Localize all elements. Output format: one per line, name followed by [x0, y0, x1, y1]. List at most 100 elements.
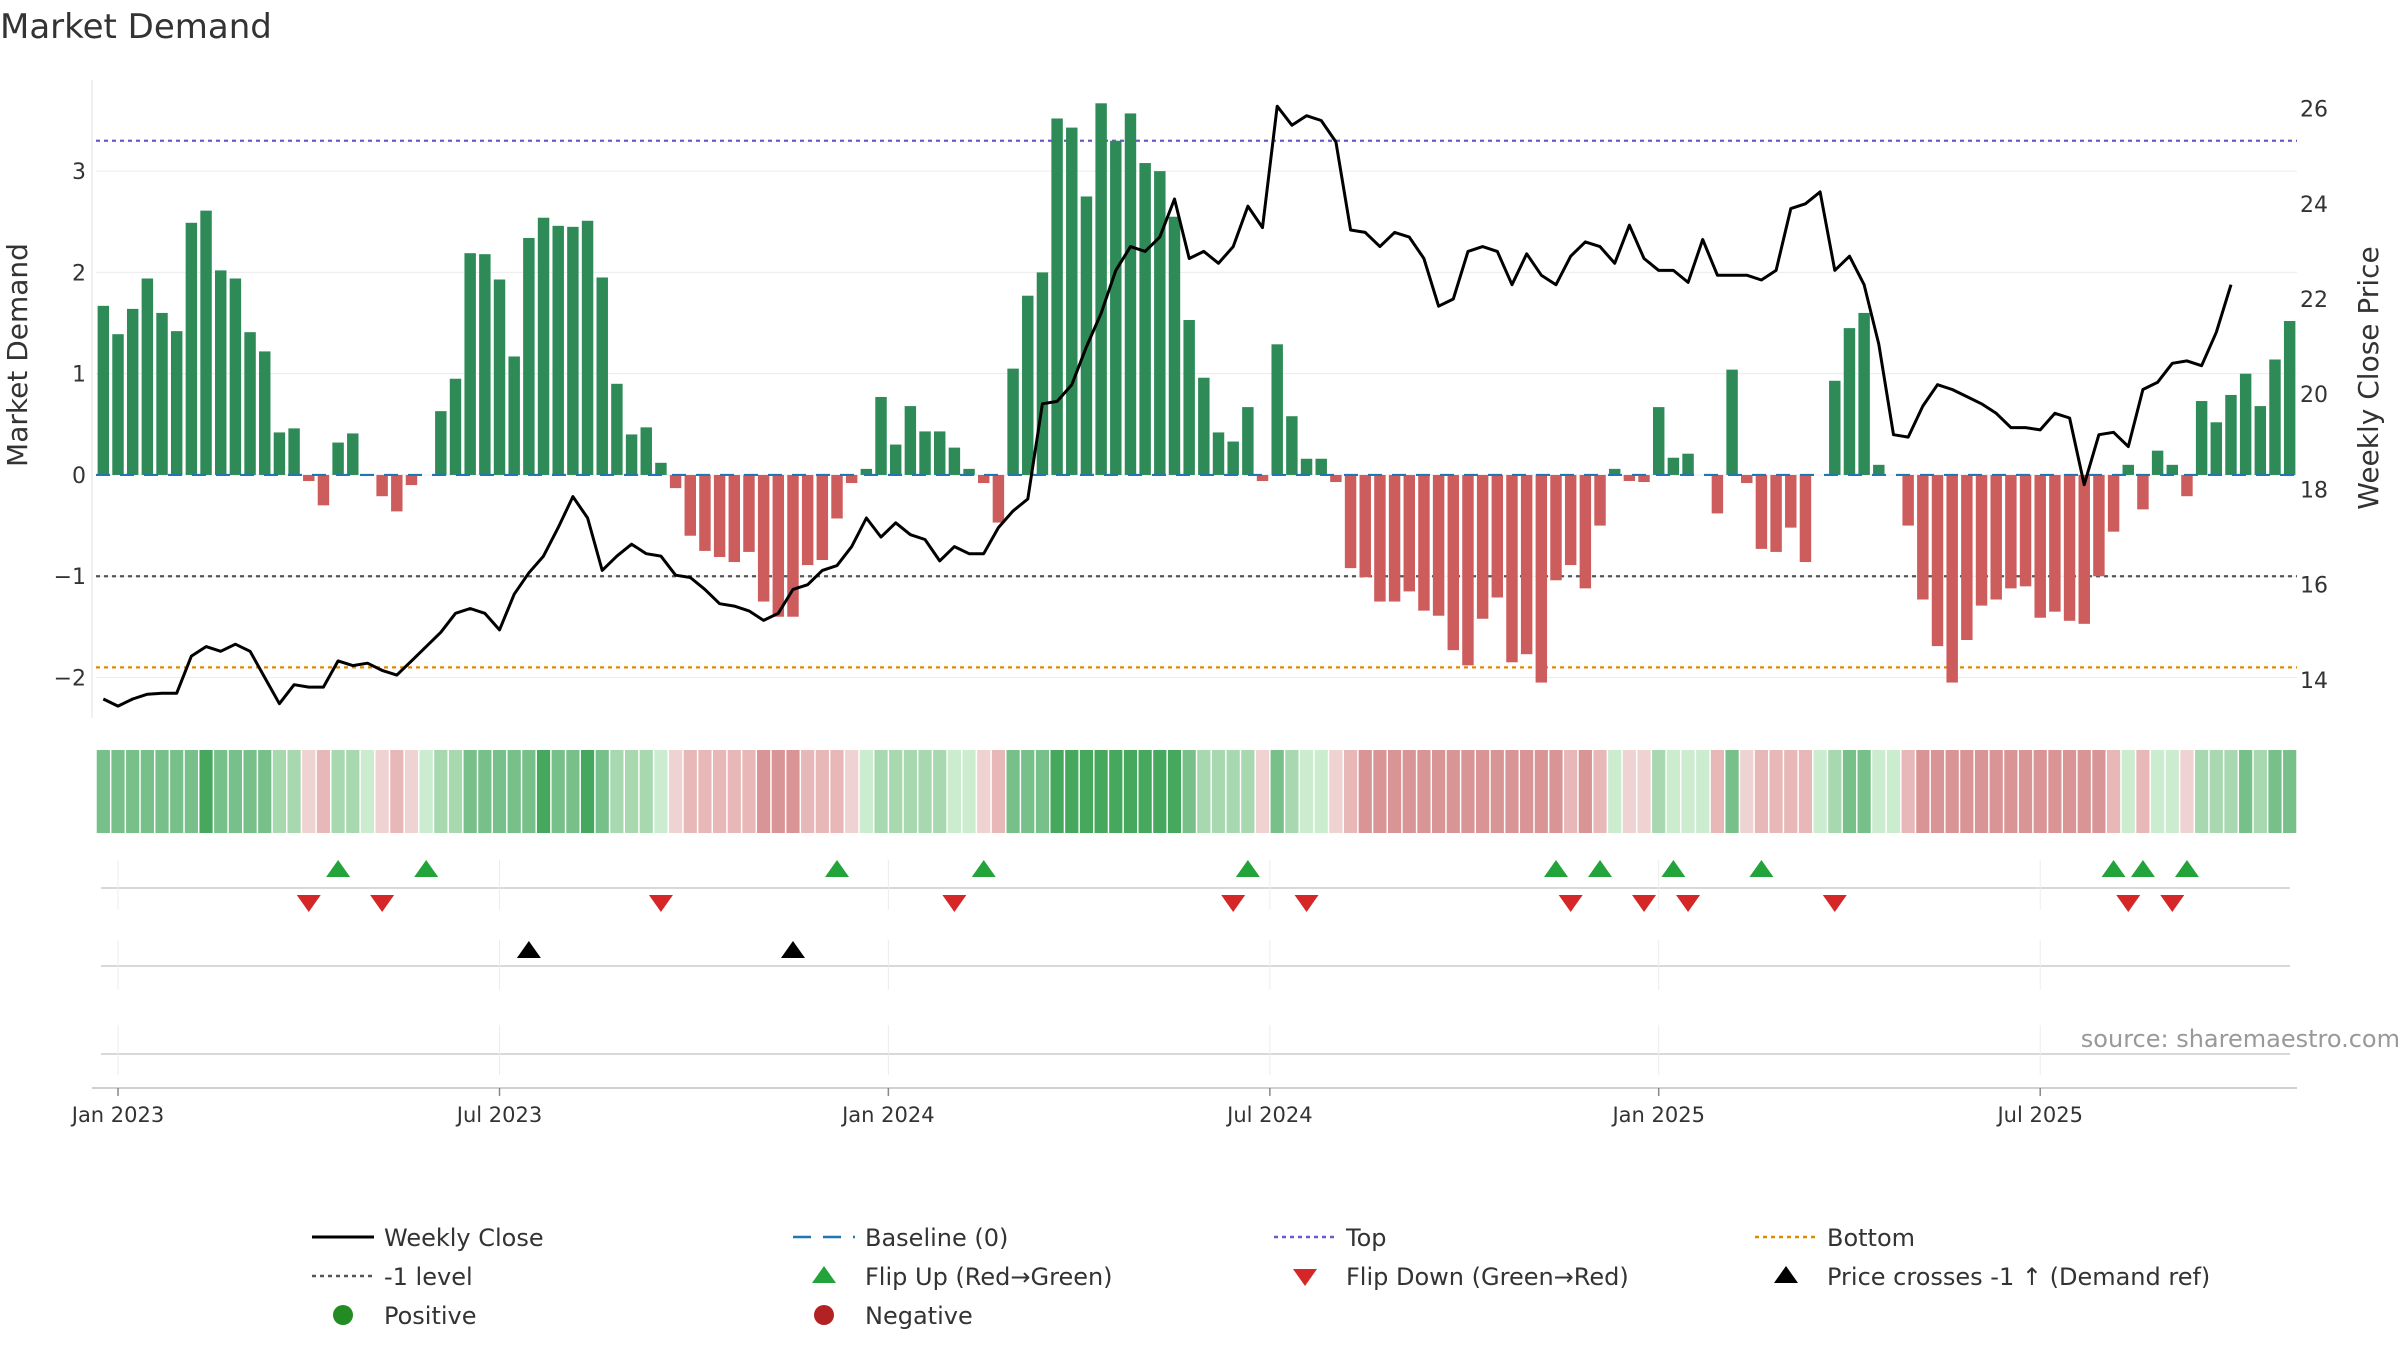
- heat-strip-cell: [2224, 750, 2238, 833]
- heat-strip-cell: [991, 750, 1006, 833]
- demand-bar-positive: [567, 226, 579, 475]
- demand-bar-negative: [713, 474, 726, 557]
- demand-bar-positive: [1124, 113, 1137, 475]
- y-right-tick-label: 22: [2300, 288, 2328, 313]
- heat-strip-cell: [492, 750, 507, 833]
- demand-bar-negative: [2063, 474, 2076, 621]
- demand-bar-negative: [317, 474, 330, 506]
- flip-down-marker: [2116, 895, 2141, 912]
- demand-bar-positive: [889, 444, 902, 475]
- y-axis-left-label: Market Demand: [1, 243, 34, 467]
- heat-strip-cell: [683, 750, 697, 833]
- heat-strip-cell: [1314, 750, 1328, 833]
- y-right-tick-label: 14: [2300, 669, 2328, 694]
- heat-strip-cell: [830, 750, 844, 833]
- heat-strip-cell: [1402, 750, 1416, 833]
- heat-strip-cell: [140, 750, 154, 833]
- demand-bar-positive: [1212, 432, 1225, 475]
- heat-strip-cell: [566, 750, 580, 833]
- y-right-tick-label: 20: [2300, 383, 2328, 408]
- demand-bar-positive: [963, 468, 975, 475]
- demand-bar-negative: [728, 474, 741, 563]
- demand-bar-negative: [845, 474, 858, 484]
- heat-strip-cell: [933, 750, 947, 833]
- heat-strip-cell: [1798, 750, 1813, 833]
- demand-bar-positive: [537, 217, 550, 475]
- demand-bar-negative: [2181, 474, 2193, 497]
- heat-strip-cell: [390, 750, 404, 833]
- demand-bar-positive: [860, 468, 873, 475]
- legend-label: Positive: [384, 1302, 477, 1330]
- demand-bar-positive: [875, 396, 887, 475]
- legend: Weekly Close Baseline (0) Top Bottom -1 leve…: [312, 1224, 2210, 1330]
- demand-bar-negative: [1770, 474, 1782, 552]
- heat-strip-cell: [199, 750, 213, 833]
- demand-bars: [97, 103, 2296, 683]
- demand-bar-negative: [1520, 474, 1533, 655]
- heat-strip-cell: [360, 750, 375, 833]
- demand-bar-negative: [1711, 474, 1724, 514]
- heat-strip-cell: [2121, 750, 2135, 833]
- demand-bar-positive: [1829, 380, 1841, 475]
- heat-strip-cell: [1358, 750, 1372, 833]
- demand-bar-negative: [816, 474, 829, 561]
- heat-strip-cell: [1461, 750, 1475, 833]
- demand-bar-positive: [1154, 171, 1166, 475]
- flip-down-marker: [1558, 895, 1583, 912]
- demand-bar-positive: [141, 278, 154, 475]
- heat-strip-cell: [1916, 750, 1930, 833]
- heat-strip-cell: [448, 750, 463, 833]
- flip-up-marker: [1543, 860, 1568, 877]
- heat-strip-cell: [1109, 750, 1123, 833]
- demand-bar-negative: [1902, 474, 1914, 526]
- legend-label: Flip Up (Red→Green): [865, 1263, 1113, 1291]
- heat-strip-cell: [2136, 750, 2150, 833]
- y-left-tick-label: 1: [72, 363, 86, 388]
- demand-bar-positive: [2151, 450, 2164, 475]
- heat-strip-cell: [346, 750, 360, 833]
- heat-strip-cell: [287, 750, 301, 833]
- heat-strip-cell: [316, 750, 331, 833]
- heat-strip-cell: [463, 750, 477, 833]
- demand-bar-positive: [273, 432, 286, 475]
- heat-strip-cell: [1593, 750, 1607, 833]
- flip-up-marker: [971, 860, 996, 877]
- demand-bar-positive: [508, 356, 520, 475]
- demand-bar-positive: [2210, 422, 2223, 475]
- x-tick-label: Jan 2024: [840, 1103, 935, 1127]
- demand-bar-positive: [1110, 140, 1122, 475]
- legend-swatch-triangle-up: [812, 1266, 836, 1283]
- heat-strip-cell: [1417, 750, 1431, 833]
- legend-swatch-dot: [814, 1305, 834, 1325]
- heat-strip-cell: [1255, 750, 1270, 833]
- heat-strip-cell: [2048, 750, 2062, 833]
- heat-strip-cell: [1622, 750, 1636, 833]
- demand-bar-positive: [581, 220, 594, 475]
- heat-strip-cell: [610, 750, 624, 833]
- heat-strip-cell: [272, 750, 287, 833]
- reference-lines: [96, 139, 2297, 669]
- heat-strip-cell: [903, 750, 917, 833]
- heat-strip-cell: [2195, 750, 2209, 833]
- heat-strip-cell: [302, 750, 316, 833]
- demand-bar-negative: [1638, 474, 1650, 483]
- demand-bar-positive: [332, 442, 344, 475]
- y-left-tick-label: 2: [72, 261, 86, 286]
- heat-strip-cell: [786, 750, 800, 833]
- heat-strip-cell: [1666, 750, 1680, 833]
- demand-bar-negative: [2093, 474, 2105, 577]
- heat-strip-cell: [2165, 750, 2179, 833]
- demand-bar-negative: [1990, 474, 2002, 600]
- heat-strip-cell: [2151, 750, 2165, 833]
- heat-strip-cell: [639, 750, 653, 833]
- heat-strip-cell: [1299, 750, 1314, 833]
- heat-strip-cell: [434, 750, 448, 833]
- heat-strip-cell: [918, 750, 932, 833]
- demand-bar-positive: [1198, 377, 1210, 475]
- flip-down-marker: [1294, 895, 1319, 912]
- demand-bar-negative: [1491, 474, 1504, 598]
- heat-strip-cell: [1725, 750, 1739, 833]
- heat-strip-cell: [1211, 750, 1226, 833]
- demand-bar-positive: [493, 279, 506, 475]
